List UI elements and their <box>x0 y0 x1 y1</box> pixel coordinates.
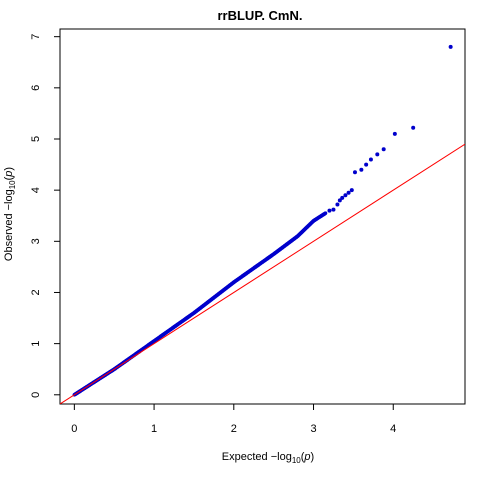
data-point <box>375 152 380 157</box>
y-tick-label: 2 <box>30 289 42 295</box>
y-axis-label: Observed −log10(p) <box>3 167 17 261</box>
data-point <box>340 195 345 200</box>
data-point <box>359 167 364 172</box>
chart-title: rrBLUP. CmN. <box>217 8 302 23</box>
x-tick-label: 0 <box>71 423 77 435</box>
data-point <box>349 188 354 193</box>
data-point <box>343 193 348 198</box>
y-tick-label: 6 <box>30 85 42 91</box>
data-point <box>346 190 351 195</box>
x-tick-label: 4 <box>390 423 396 435</box>
svg-text:Expected −log10(p): Expected −log10(p) <box>222 451 314 465</box>
data-point <box>381 147 386 152</box>
data-point <box>368 157 373 162</box>
plot-frame <box>59 28 466 405</box>
data-point <box>392 131 397 136</box>
data-point <box>364 162 369 167</box>
data-point <box>352 170 357 175</box>
data-point <box>327 208 332 213</box>
reference-line <box>60 143 465 404</box>
x-axis-label: Expected −log10(p) <box>222 451 314 465</box>
x-tick-label: 2 <box>231 423 237 435</box>
data-point <box>411 125 416 130</box>
y-tick-label: 5 <box>30 136 42 142</box>
y-tick-label: 7 <box>30 34 42 40</box>
x-tick-label: 3 <box>310 423 316 435</box>
y-tick-label: 3 <box>30 238 42 244</box>
y-tick-label: 1 <box>30 341 42 347</box>
data-point <box>331 207 336 212</box>
points-group <box>72 44 453 397</box>
data-point <box>448 44 453 49</box>
y-tick-label: 0 <box>30 392 42 398</box>
data-point <box>335 202 340 207</box>
svg-text:Observed −log10(p): Observed −log10(p) <box>3 167 17 261</box>
data-point <box>323 211 328 215</box>
data-point <box>337 198 342 203</box>
x-tick-label: 1 <box>151 423 157 435</box>
y-tick-label: 4 <box>30 187 42 193</box>
